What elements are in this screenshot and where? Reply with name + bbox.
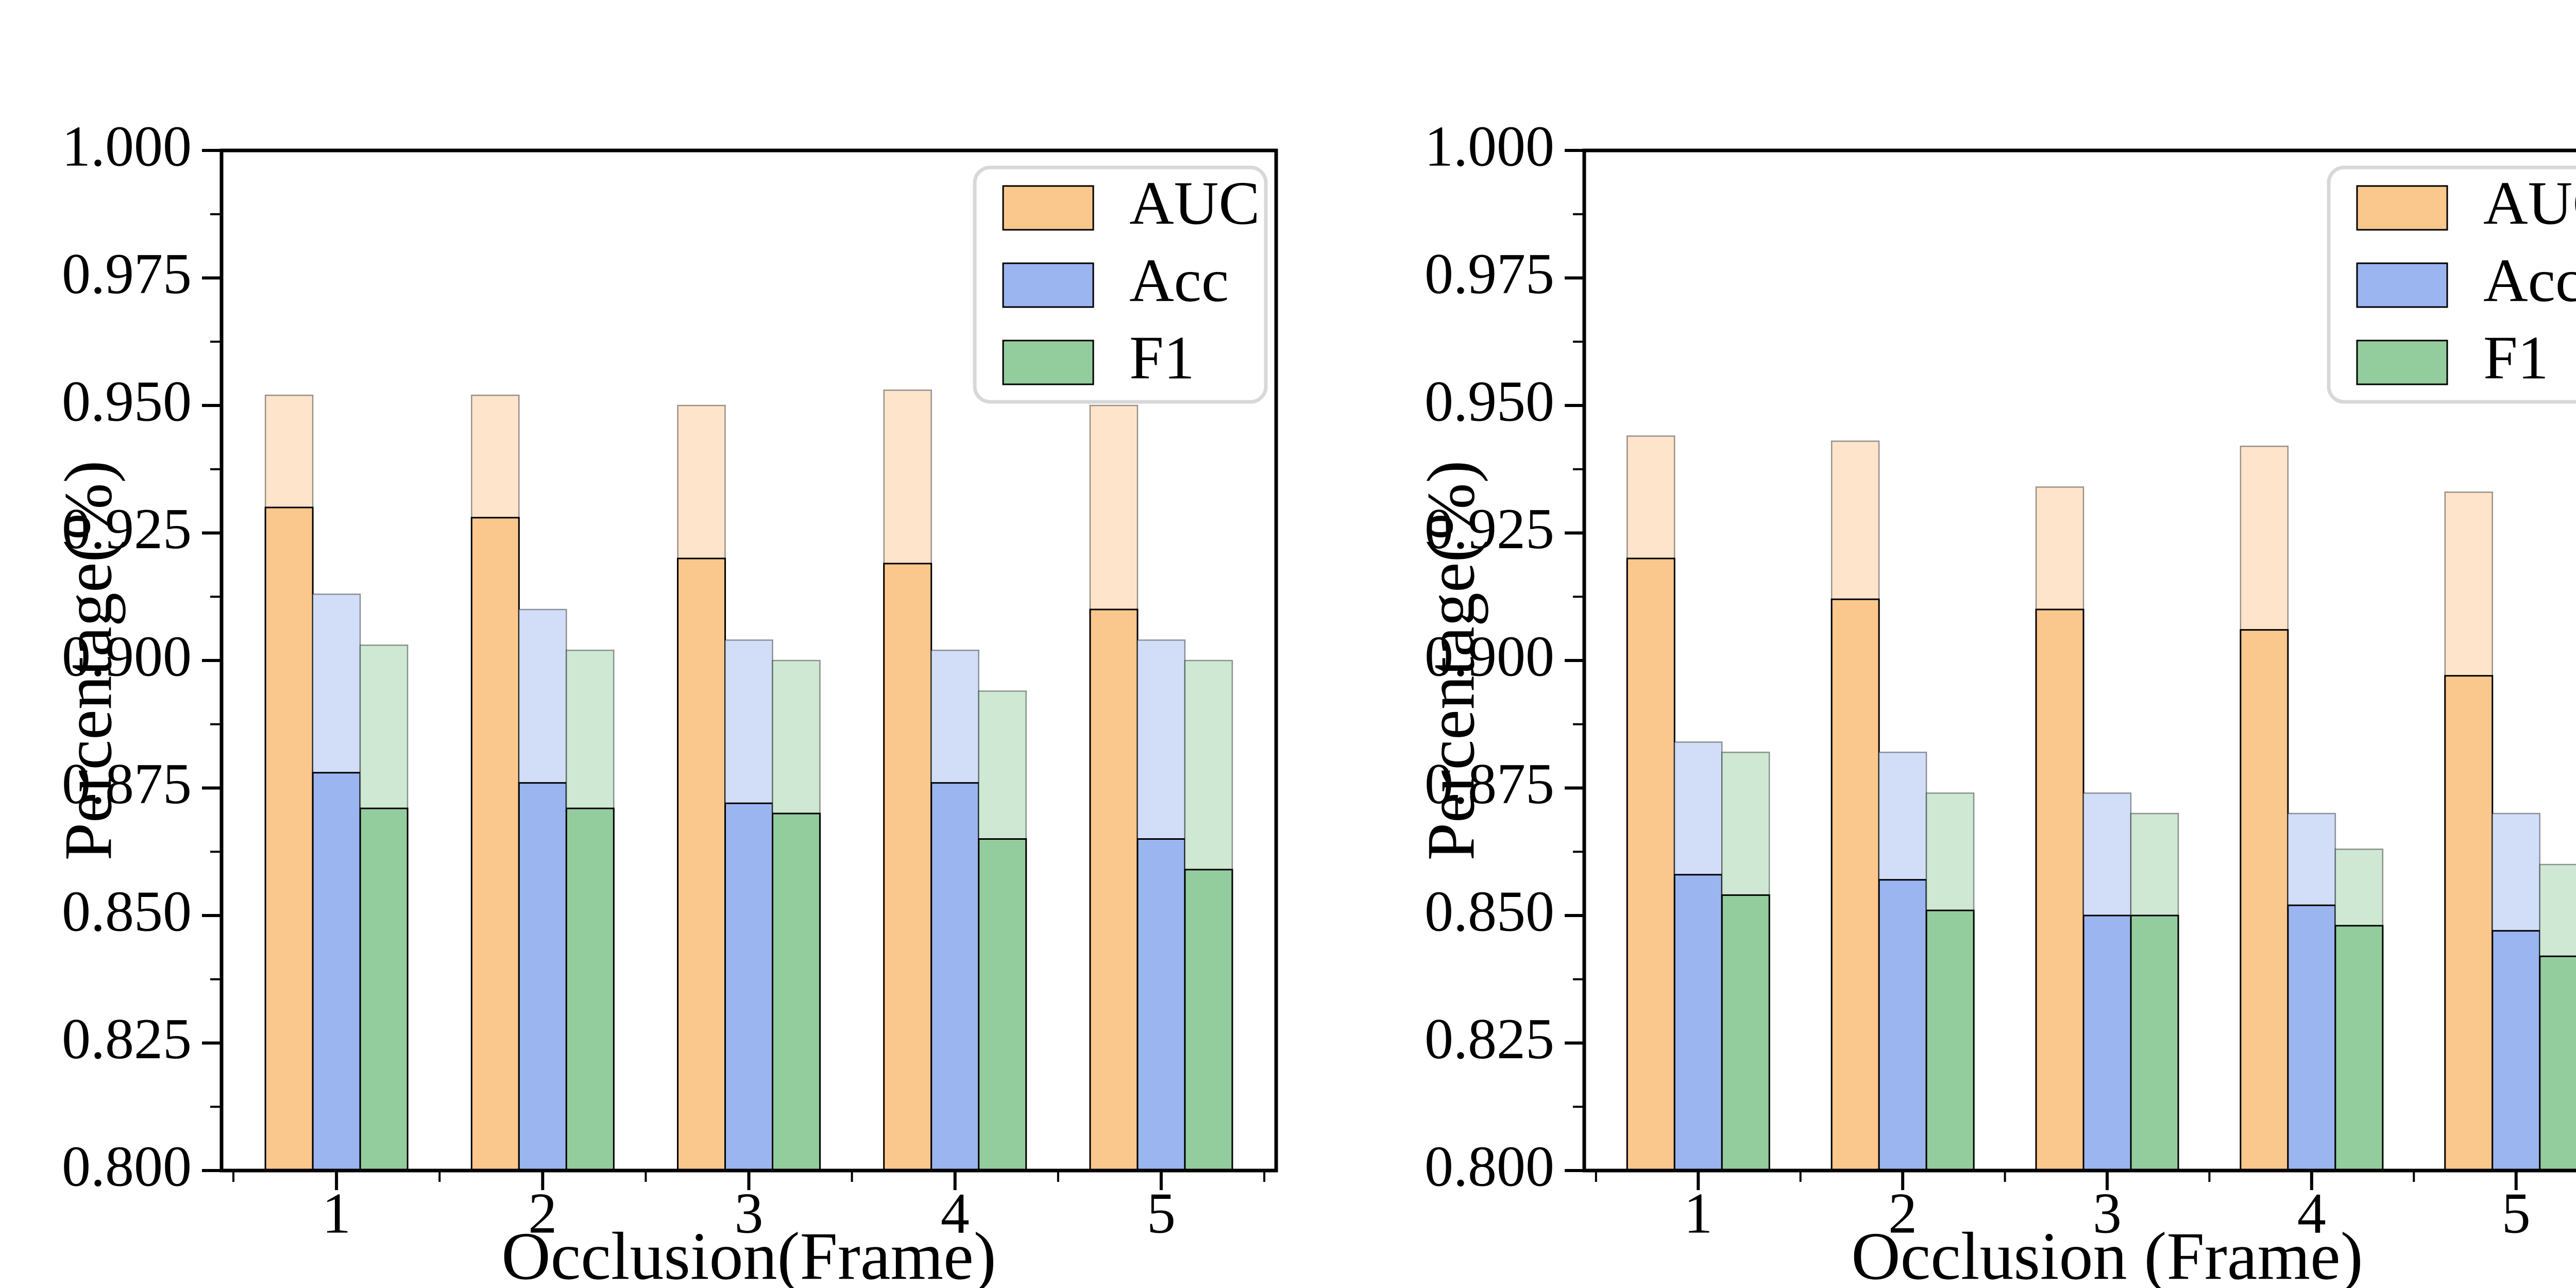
legend-swatch-f1 [2356, 340, 2448, 385]
bar-auc-group2-solid [470, 517, 520, 1172]
legend: AUC Acc F1 [973, 165, 1268, 404]
y-tick-label: 0.825 [1425, 1007, 1554, 1071]
bar-acc-group3-solid [724, 802, 773, 1172]
x-axis-title: Occlusion (Frame) [1851, 1218, 2363, 1288]
subplot-1: 1.000 0.975 0.950 0.925 0.900 0.875 0.850 0.825… [50, 115, 1278, 1288]
legend-label-auc: AUC [2483, 169, 2576, 238]
bar-auc-group3-solid [2035, 608, 2084, 1172]
y-tick-label: 0.900 [62, 625, 192, 689]
bar-f1-group3-solid [772, 812, 821, 1172]
bar-acc-group5-solid [2492, 930, 2541, 1172]
bar-auc-group5-solid [2444, 675, 2494, 1172]
legend-swatch-f1 [1002, 340, 1094, 385]
bar-f1-group5-solid [2539, 955, 2576, 1172]
bar-f1-group1-solid [359, 807, 409, 1172]
bar-acc-group2-solid [1878, 879, 1927, 1172]
bar-f1-group5-solid [1184, 869, 1233, 1172]
bar-f1-group1-solid [1721, 894, 1770, 1172]
legend-swatch-acc [1002, 262, 1094, 308]
bar-acc-group4-solid [930, 782, 980, 1172]
bar-f1-group4-solid [2334, 925, 2384, 1172]
x-tick-label: 1 [1684, 1182, 1713, 1246]
x-tick-label: 4 [941, 1182, 970, 1246]
legend-label-auc: AUC [1129, 169, 1260, 238]
legend-label-acc: Acc [1129, 246, 1229, 315]
y-tick-label: 0.925 [62, 497, 192, 561]
bar-acc-group1-solid [1673, 874, 1723, 1172]
bar-acc-group5-solid [1137, 838, 1186, 1172]
y-tick-label: 0.850 [1425, 880, 1554, 944]
legend-swatch-auc [2356, 185, 2448, 231]
subplot-2: 1.000 0.975 0.950 0.925 0.900 0.875 0.850 0.825… [1413, 115, 2576, 1288]
y-tick-label: 1.000 [1425, 115, 1554, 179]
legend-label-acc: Acc [2483, 246, 2576, 315]
y-tick-label: 1.000 [62, 115, 192, 179]
x-tick-label: 4 [2297, 1182, 2326, 1246]
bar-acc-group3-solid [2082, 914, 2132, 1172]
bar-f1-group2-solid [1925, 909, 1975, 1172]
bar-acc-group2-solid [518, 782, 567, 1172]
legend-swatch-auc [1002, 185, 1094, 231]
x-tick-label: 5 [1147, 1182, 1176, 1246]
x-axis-title: Occlusion(Frame) [501, 1218, 996, 1288]
bar-acc-group4-solid [2287, 904, 2336, 1172]
y-tick-label: 0.875 [62, 752, 192, 816]
y-tick-label: 0.975 [1425, 242, 1554, 306]
y-tick-label: 0.900 [1425, 625, 1554, 689]
bar-f1-group2-solid [565, 807, 615, 1172]
y-tick-label: 0.825 [62, 1007, 192, 1071]
y-tick-label: 0.800 [1425, 1135, 1554, 1199]
x-tick-label: 3 [735, 1182, 764, 1246]
bar-auc-group5-solid [1089, 608, 1139, 1172]
legend: AUC Acc F1 [2327, 165, 2576, 404]
legend-swatch-acc [2356, 262, 2448, 308]
y-tick-label: 0.800 [62, 1135, 192, 1199]
bar-auc-group4-solid [883, 563, 933, 1172]
y-tick-label: 0.925 [1425, 497, 1554, 561]
x-tick-label: 3 [2093, 1182, 2122, 1246]
y-tick-label: 0.975 [62, 242, 192, 306]
bar-f1-group4-solid [978, 838, 1027, 1172]
y-tick-label: 0.875 [1425, 752, 1554, 816]
y-tick-label: 0.950 [62, 370, 192, 434]
bar-f1-group3-solid [2130, 914, 2179, 1172]
x-tick-label: 5 [2502, 1182, 2531, 1246]
y-tick-label: 0.850 [62, 880, 192, 944]
y-axis-title: Percentage(%) [1413, 461, 1488, 861]
bar-auc-group3-solid [677, 557, 726, 1172]
legend-label-f1: F1 [2483, 324, 2549, 392]
bar-acc-group1-solid [312, 772, 361, 1172]
x-tick-label: 1 [322, 1182, 351, 1246]
legend-label-f1: F1 [1129, 324, 1195, 392]
y-tick-label: 0.950 [1425, 370, 1554, 434]
x-tick-label: 2 [1888, 1182, 1917, 1246]
bar-auc-group2-solid [1831, 598, 1880, 1172]
bar-auc-group1-solid [264, 506, 314, 1172]
bar-auc-group1-solid [1626, 557, 1675, 1172]
bar-auc-group4-solid [2240, 629, 2289, 1172]
x-tick-label: 2 [528, 1182, 557, 1246]
y-axis-title: Percentage(%) [50, 461, 126, 861]
